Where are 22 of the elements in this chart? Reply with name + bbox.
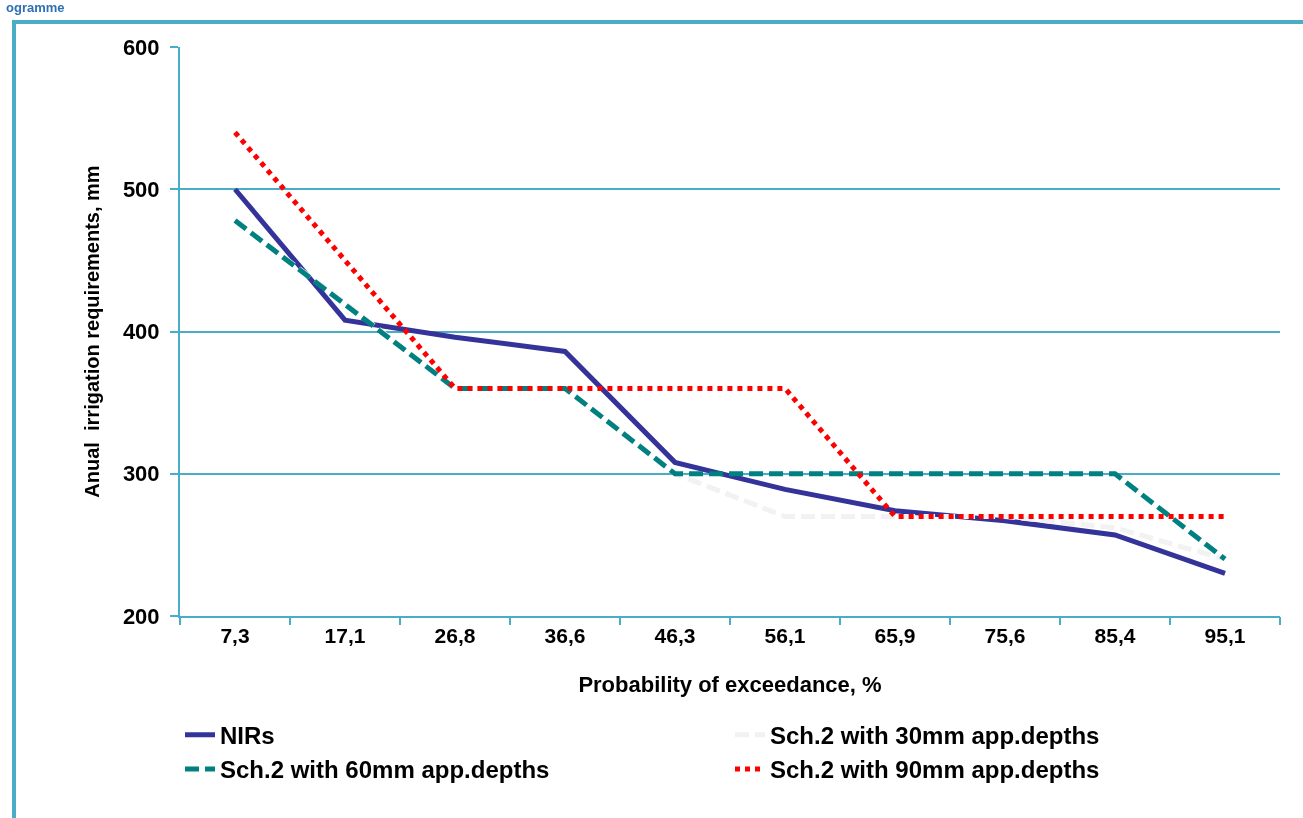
- y-axis-title: Anual irrigation requirements, mm: [80, 165, 103, 498]
- x-tick-label: 7,3: [220, 624, 250, 648]
- y-tick-label: 200: [122, 603, 160, 629]
- legend-label: Sch.2 with 90mm app.depths: [770, 756, 1100, 784]
- text: ogramme: [6, 0, 65, 15]
- y-tick-label: 400: [122, 319, 160, 345]
- y-tick-label: 300: [122, 461, 160, 487]
- legend-label: Sch.2 with 30mm app.depths: [770, 722, 1100, 750]
- x-tick-label: 17,1: [324, 624, 366, 648]
- x-axis-title: Probability of exceedance, %: [578, 671, 882, 697]
- x-tick-label: 65,9: [874, 624, 916, 648]
- y-tick-label: 500: [122, 176, 160, 202]
- x-tick-label: 56,1: [764, 624, 806, 648]
- y-tick-label: 600: [122, 34, 160, 60]
- x-tick-label: 85,4: [1094, 624, 1136, 648]
- x-tick-label: 75,6: [984, 624, 1026, 648]
- x-tick-label: 95,1: [1204, 624, 1246, 648]
- legend-label: NIRs: [220, 722, 275, 750]
- x-tick-label: 46,3: [654, 624, 696, 648]
- x-tick-label: 26,8: [434, 624, 476, 648]
- x-tick-label: 36,6: [544, 624, 586, 648]
- legend-label: Sch.2 with 60mm app.depths: [220, 756, 550, 784]
